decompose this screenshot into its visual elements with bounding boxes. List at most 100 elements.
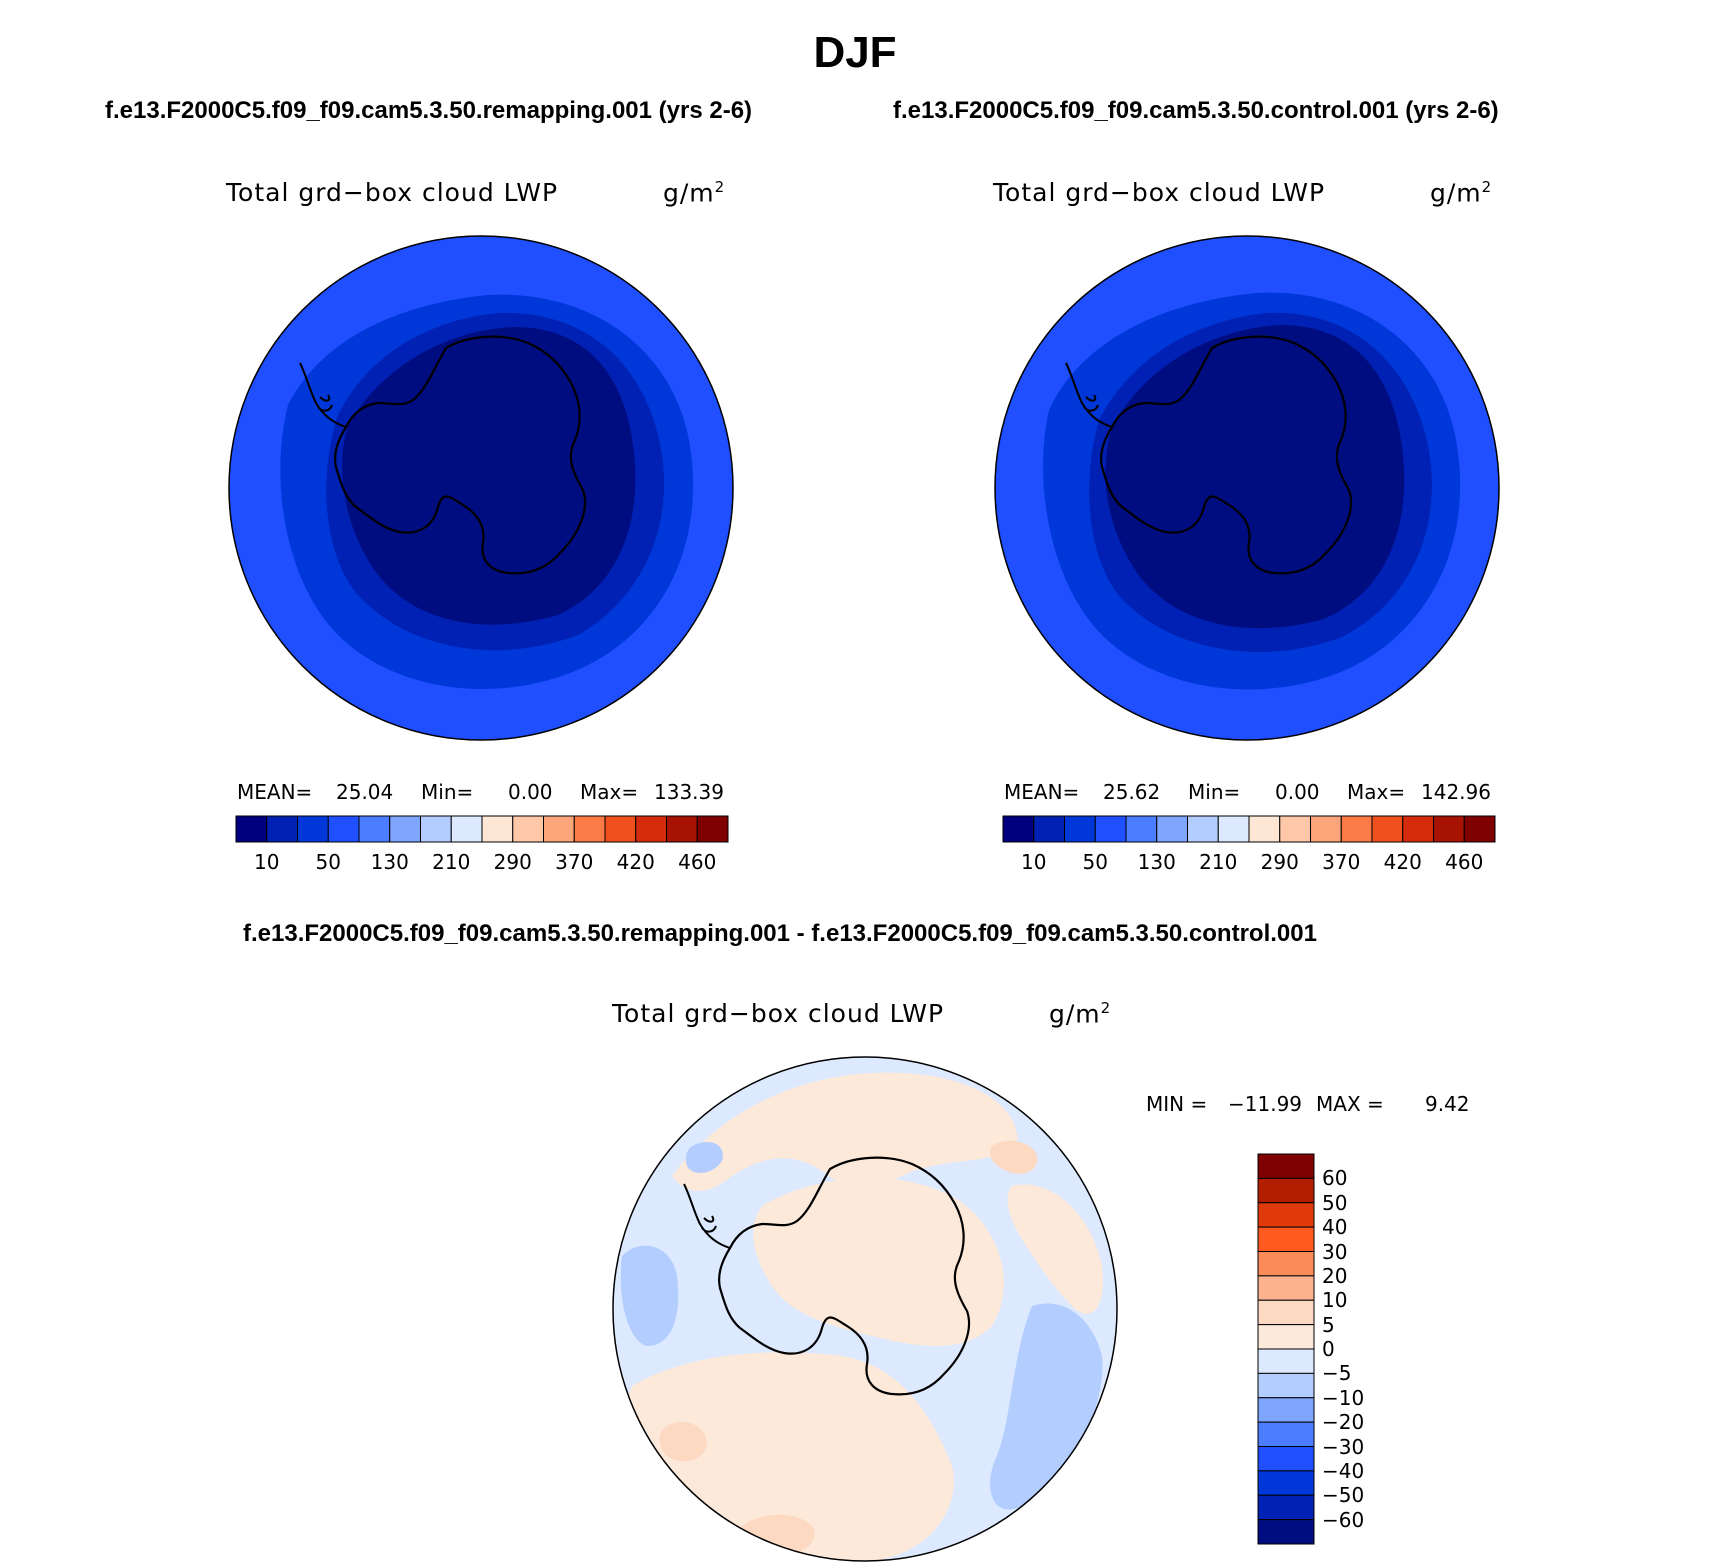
left-colorbar-box — [543, 815, 575, 843]
diff-antarctica-coastline — [718, 1156, 971, 1396]
right-colorbar-box — [1002, 815, 1035, 843]
diff-map-field-positive-interior — [753, 1177, 1004, 1346]
diff-min-label: MIN = — [1146, 1092, 1208, 1116]
right-colorbar-tick-label: 50 — [1082, 850, 1108, 874]
left-mean-label: MEAN= — [237, 780, 313, 804]
left-polar-map — [228, 235, 734, 741]
right-colorbar-box — [1463, 815, 1496, 843]
diff-colorbar-box — [1257, 1202, 1315, 1228]
diff-colorbar-tick-label: 60 — [1322, 1166, 1348, 1191]
diff-colorbar-box — [1257, 1299, 1315, 1326]
right-colorbar-tick-label: 460 — [1445, 850, 1484, 874]
diff-colorbar-box — [1257, 1470, 1315, 1496]
right-min-value: 0.00 — [1275, 780, 1320, 804]
left-colorbar — [235, 815, 729, 843]
left-colorbar-tick-label: 210 — [432, 850, 471, 874]
right-colorbar-box — [1402, 815, 1434, 843]
diff-colorbar-tick-label: −30 — [1322, 1434, 1365, 1459]
diff-colorbar-box — [1257, 1519, 1315, 1545]
diff-colorbar-tick-label: 20 — [1322, 1263, 1348, 1288]
diff-colorbar-tick-label: −40 — [1322, 1458, 1365, 1483]
right-variable-label: Total grd−box cloud LWP — [993, 178, 1326, 207]
diff-colorbar-box — [1257, 1251, 1315, 1277]
left-colorbar-box — [266, 815, 298, 843]
left-variable-label: Total grd−box cloud LWP — [226, 178, 559, 207]
diff-colorbar-tick-label: −5 — [1322, 1361, 1352, 1386]
left-colorbar-box — [604, 815, 637, 843]
left-units-label: g/m2 — [663, 178, 726, 208]
diff-colorbar-box — [1257, 1372, 1315, 1399]
left-colorbar-box — [696, 815, 729, 843]
diff-colorbar-tick-label: −10 — [1322, 1385, 1365, 1410]
right-colorbar-tick-label: 130 — [1137, 850, 1176, 874]
diff-colorbar — [1257, 1153, 1315, 1545]
left-colorbar-box — [666, 815, 698, 843]
diff-colorbar-box — [1257, 1421, 1315, 1447]
diff-map-field-pos-patch-2 — [659, 1422, 707, 1462]
left-max-value: 133.39 — [654, 780, 724, 804]
left-colorbar-tick-label: 460 — [678, 850, 717, 874]
diff-colorbar-tick-label: 30 — [1322, 1239, 1348, 1264]
left-colorbar-box — [327, 815, 360, 843]
diff-colorbar-tick-label: 5 — [1322, 1312, 1335, 1337]
diff-colorbar-tick-label: 10 — [1322, 1288, 1348, 1313]
right-units-label: g/m2 — [1430, 178, 1493, 208]
right-colorbar-tick-label: 210 — [1199, 850, 1238, 874]
right-colorbar-box — [1033, 815, 1065, 843]
left-colorbar-tick-label: 420 — [616, 850, 655, 874]
right-colorbar-tick-label: 290 — [1260, 850, 1299, 874]
right-colorbar-tick-label: 420 — [1383, 850, 1422, 874]
right-polar-map — [994, 235, 1500, 741]
diff-units-label: g/m2 — [1049, 999, 1112, 1029]
right-colorbar-box — [1310, 815, 1342, 843]
diff-max-label: MAX = — [1316, 1092, 1384, 1116]
right-colorbar-tick-label: 10 — [1021, 850, 1047, 874]
right-colorbar-box — [1064, 815, 1096, 843]
right-mean-label: MEAN= — [1004, 780, 1080, 804]
right-colorbar-box — [1371, 815, 1404, 843]
diff-colorbar-box — [1257, 1226, 1315, 1252]
diff-colorbar-box — [1257, 1324, 1315, 1350]
left-case-title: f.e13.F2000C5.f09_f09.cam5.3.50.remappin… — [105, 97, 753, 124]
diff-min-value: −11.99 — [1228, 1092, 1303, 1116]
diff-map-field-pos-patch-3 — [989, 1140, 1038, 1174]
left-colorbar-box — [450, 815, 483, 843]
right-min-label: Min= — [1188, 780, 1241, 804]
left-colorbar-box — [420, 815, 452, 843]
diff-colorbar-tick-label: 0 — [1322, 1337, 1335, 1361]
diff-colorbar-box — [1257, 1348, 1315, 1374]
right-colorbar-box — [1094, 815, 1127, 843]
diff-variable-label: Total grd−box cloud LWP — [612, 999, 945, 1028]
diff-polar-map — [612, 1056, 1118, 1562]
diff-colorbar-tick-label: −20 — [1322, 1410, 1365, 1435]
left-min-value: 0.00 — [508, 780, 553, 804]
left-colorbar-box — [389, 815, 421, 843]
left-peninsula-coastline — [299, 362, 347, 428]
right-peninsula-coastline — [1065, 362, 1113, 428]
left-colorbar-box — [512, 815, 544, 843]
right-max-value: 142.96 — [1421, 780, 1491, 804]
page-title: DJF — [813, 28, 897, 77]
left-max-label: Max= — [580, 780, 639, 804]
right-case-title: f.e13.F2000C5.f09_f09.cam5.3.50.control.… — [893, 97, 1499, 124]
left-colorbar-box — [635, 815, 667, 843]
diff-colorbar-tick-label: −50 — [1322, 1483, 1365, 1508]
diff-colorbar-box — [1257, 1494, 1315, 1521]
left-colorbar-tick-label: 50 — [315, 850, 341, 874]
left-colorbar-box — [235, 815, 268, 843]
right-colorbar-box — [1125, 815, 1158, 843]
diff-title: f.e13.F2000C5.f09_f09.cam5.3.50.remappin… — [243, 920, 1317, 947]
diff-map-field-neg-east — [990, 1303, 1103, 1510]
diff-colorbar-tick-label: −60 — [1322, 1507, 1365, 1532]
diff-map-field-positive-north — [672, 1072, 1018, 1191]
left-colorbar-box — [297, 815, 329, 843]
right-colorbar-box — [1279, 815, 1311, 843]
right-colorbar — [1002, 815, 1496, 843]
diff-colorbar-tick-label: 50 — [1322, 1190, 1348, 1215]
diff-colorbar-box — [1257, 1397, 1315, 1423]
diff-map-field-neg-northwest — [685, 1141, 723, 1173]
right-colorbar-box — [1217, 815, 1250, 843]
right-max-label: Max= — [1347, 780, 1406, 804]
diff-map-field-positive-east — [1007, 1184, 1103, 1314]
diff-colorbar-box — [1257, 1275, 1315, 1301]
